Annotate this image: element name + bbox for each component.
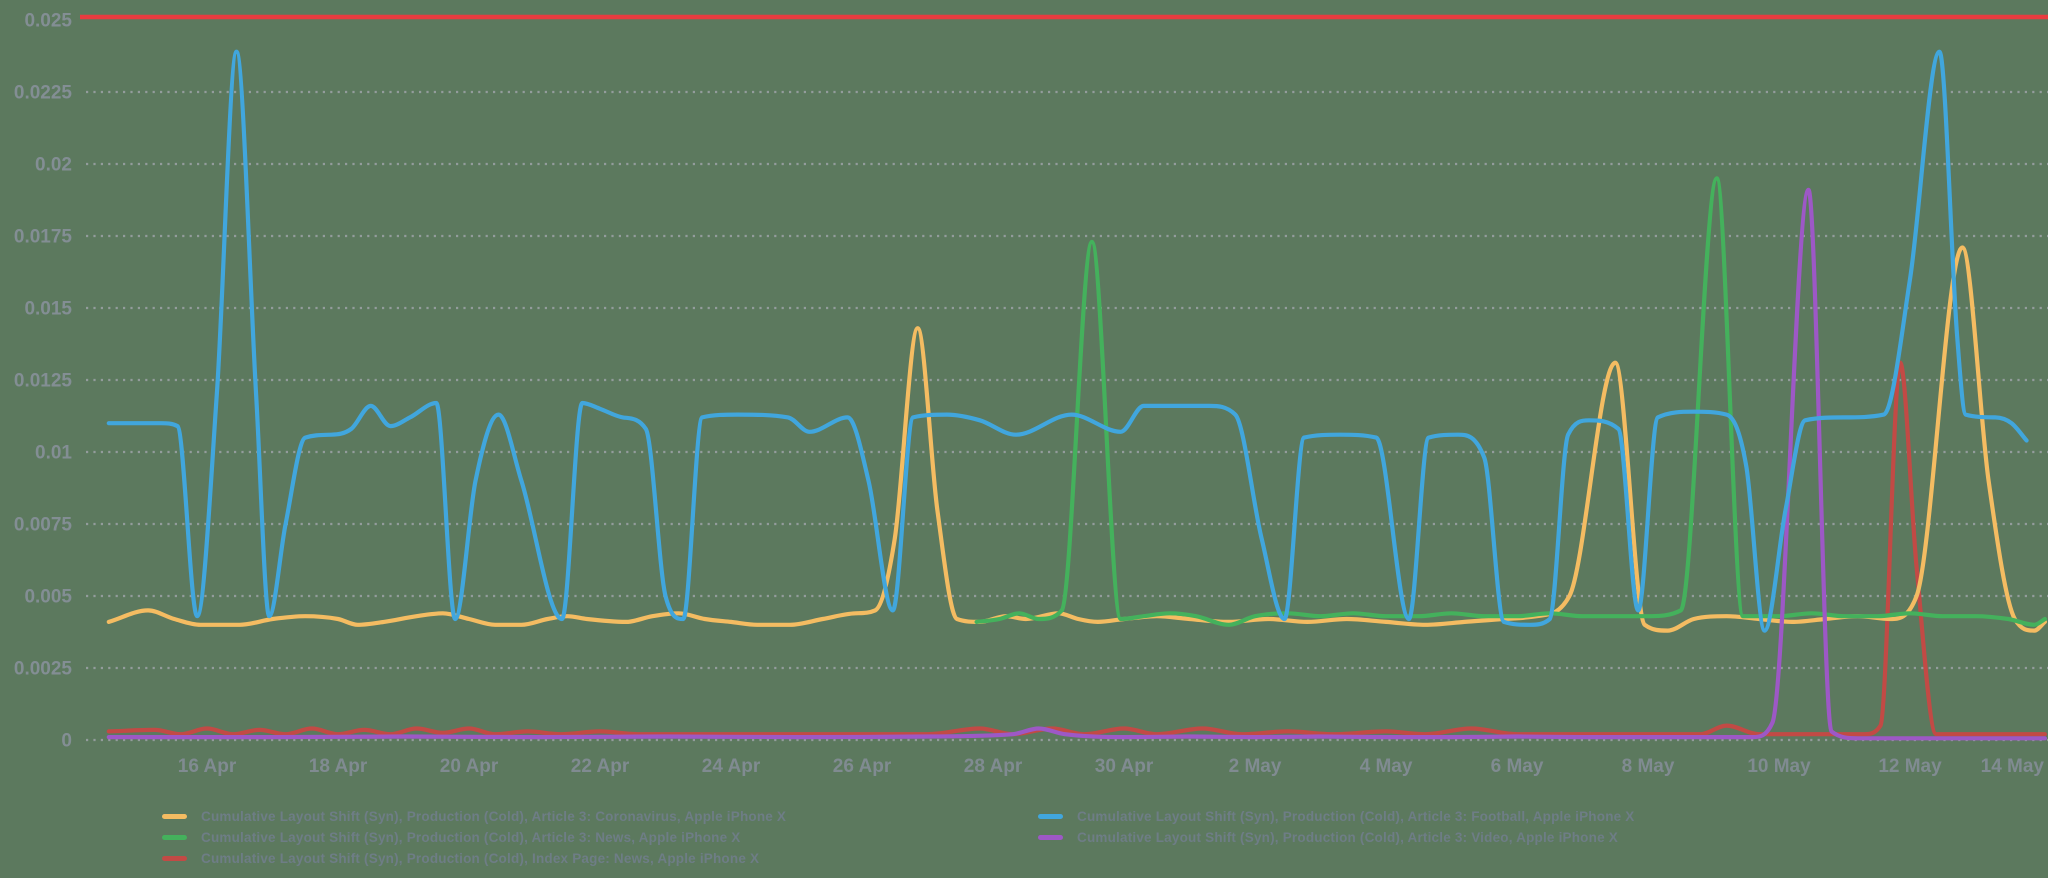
x-tick-label: 20 Apr xyxy=(440,756,499,777)
x-tick-label: 30 Apr xyxy=(1095,756,1154,777)
legend-swatch-icon xyxy=(1038,814,1063,819)
y-tick-label: 0 xyxy=(61,731,72,752)
x-tick-label: 28 Apr xyxy=(964,756,1023,777)
x-tick-label: 12 May xyxy=(1878,756,1942,777)
x-tick-label: 14 May xyxy=(1981,756,2045,777)
x-tick-label: 18 Apr xyxy=(309,756,368,777)
legend-column-right: Cumulative Layout Shift (Syn), Productio… xyxy=(1038,806,1635,848)
legend-item[interactable]: Cumulative Layout Shift (Syn), Productio… xyxy=(1038,827,1635,848)
legend-column-left: Cumulative Layout Shift (Syn), Productio… xyxy=(162,806,786,869)
series-line-3[interactable] xyxy=(974,176,2047,627)
y-axis-labels: 0 0.0025 0.005 0.0075 0.01 0.0125 0.015 0.0175 0… xyxy=(14,11,73,752)
y-tick-label: 0.015 xyxy=(24,299,72,320)
legend-item[interactable]: Cumulative Layout Shift (Syn), Productio… xyxy=(162,827,786,848)
legend-item[interactable]: Cumulative Layout Shift (Syn), Productio… xyxy=(162,806,786,827)
x-tick-label: 24 Apr xyxy=(702,756,761,777)
x-tick-label: 2 May xyxy=(1229,756,1282,777)
legend-item[interactable]: Cumulative Layout Shift (Syn), Productio… xyxy=(162,848,786,869)
gridlines xyxy=(86,90,2048,742)
x-tick-label: 6 May xyxy=(1491,756,1544,777)
x-tick-label: 22 Apr xyxy=(571,756,630,777)
legend-swatch-icon xyxy=(162,835,187,840)
x-axis-labels: 16 Apr 18 Apr 20 Apr 22 Apr 24 Apr 26 Apr 28 A… xyxy=(178,756,2045,777)
x-tick-label: 4 May xyxy=(1360,756,1413,777)
series-line-4[interactable] xyxy=(106,187,2047,741)
legend-label: Cumulative Layout Shift (Syn), Productio… xyxy=(1077,830,1618,845)
series-line-2[interactable] xyxy=(106,49,2029,633)
y-tick-label: 0.0025 xyxy=(14,659,73,680)
series-lines xyxy=(106,49,2047,741)
legend-swatch-icon xyxy=(1038,835,1063,840)
legend-label: Cumulative Layout Shift (Syn), Productio… xyxy=(201,851,760,866)
y-tick-label: 0.02 xyxy=(35,155,72,176)
y-tick-label: 0.025 xyxy=(24,11,72,32)
y-tick-label: 0.0175 xyxy=(14,227,73,248)
legend-swatch-icon xyxy=(162,856,187,861)
y-tick-label: 0.0125 xyxy=(14,371,73,392)
y-tick-label: 0.01 xyxy=(35,443,72,464)
x-tick-label: 26 Apr xyxy=(833,756,892,777)
legend-swatch-icon xyxy=(162,814,187,819)
legend-label: Cumulative Layout Shift (Syn), Productio… xyxy=(201,809,787,824)
x-tick-label: 10 May xyxy=(1747,756,1811,777)
y-tick-label: 0.0075 xyxy=(14,515,73,536)
legend-label: Cumulative Layout Shift (Syn), Productio… xyxy=(1077,809,1635,824)
legend-label: Cumulative Layout Shift (Syn), Productio… xyxy=(201,830,741,845)
legend-item[interactable]: Cumulative Layout Shift (Syn), Productio… xyxy=(1038,806,1635,827)
y-tick-label: 0.0225 xyxy=(14,83,73,104)
x-tick-label: 16 Apr xyxy=(178,756,237,777)
y-tick-label: 0.005 xyxy=(24,587,72,608)
x-tick-label: 8 May xyxy=(1622,756,1675,777)
